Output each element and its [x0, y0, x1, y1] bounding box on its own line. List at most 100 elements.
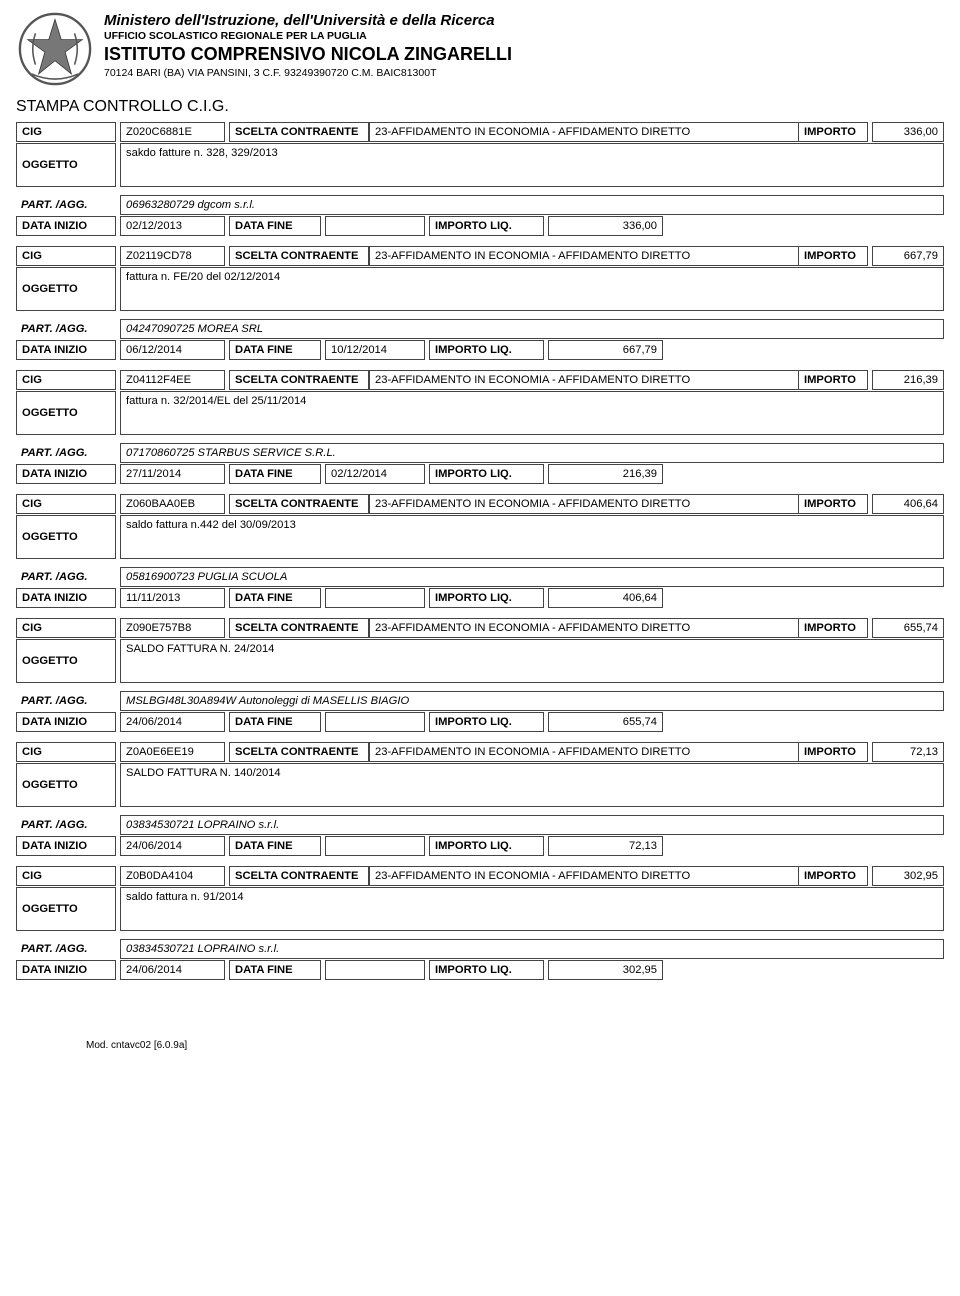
part-label: PART. /AGG.	[16, 319, 116, 339]
data-fine-label: DATA FINE	[229, 960, 321, 980]
data-inizio-label: DATA INIZIO	[16, 588, 116, 608]
oggetto-label: OGGETTO	[16, 267, 116, 311]
oggetto-value: sakdo fatture n. 328, 329/2013	[120, 143, 944, 187]
importo-liq-label: IMPORTO LIQ.	[429, 836, 544, 856]
part-label: PART. /AGG.	[16, 443, 116, 463]
importo-liq-value: 667,79	[548, 340, 663, 360]
oggetto-value: fattura n. FE/20 del 02/12/2014	[120, 267, 944, 311]
importo-liq-value: 302,95	[548, 960, 663, 980]
cig-value: Z02119CD78	[120, 246, 225, 266]
importo-label: IMPORTO	[798, 122, 868, 142]
part-label: PART. /AGG.	[16, 691, 116, 711]
scelta-value: 23-AFFIDAMENTO IN ECONOMIA - AFFIDAMENTO…	[369, 618, 799, 638]
part-value: 03834530721 LOPRAINO s.r.l.	[120, 815, 944, 835]
oggetto-value: saldo fattura n. 91/2014	[120, 887, 944, 931]
oggetto-value: SALDO FATTURA N. 24/2014	[120, 639, 944, 683]
data-inizio-label: DATA INIZIO	[16, 216, 116, 236]
data-fine-label: DATA FINE	[229, 464, 321, 484]
oggetto-label: OGGETTO	[16, 763, 116, 807]
importo-liq-label: IMPORTO LIQ.	[429, 340, 544, 360]
scelta-label: SCELTA CONTRAENTE	[229, 494, 369, 514]
data-fine-value: 10/12/2014	[325, 340, 425, 360]
institute-address: 70124 BARI (BA) VIA PANSINI, 3 C.F. 9324…	[104, 67, 944, 79]
data-inizio-value: 24/06/2014	[120, 836, 225, 856]
data-inizio-label: DATA INIZIO	[16, 836, 116, 856]
cig-label: CIG	[16, 370, 116, 390]
importo-value: 667,79	[872, 246, 944, 266]
oggetto-label: OGGETTO	[16, 391, 116, 435]
importo-liq-label: IMPORTO LIQ.	[429, 960, 544, 980]
cig-value: Z020C6881E	[120, 122, 225, 142]
importo-liq-value: 216,39	[548, 464, 663, 484]
cig-record: CIG Z0B0DA4104 SCELTA CONTRAENTE 23-AFFI…	[16, 866, 944, 980]
cig-label: CIG	[16, 618, 116, 638]
cig-record: CIG Z060BAA0EB SCELTA CONTRAENTE 23-AFFI…	[16, 494, 944, 608]
data-fine-value: 02/12/2014	[325, 464, 425, 484]
importo-label: IMPORTO	[798, 618, 868, 638]
importo-value: 655,74	[872, 618, 944, 638]
importo-label: IMPORTO	[798, 866, 868, 886]
ministry-title: Ministero dell'Istruzione, dell'Universi…	[104, 12, 944, 29]
data-inizio-value: 24/06/2014	[120, 712, 225, 732]
office-subtitle: UFFICIO SCOLASTICO REGIONALE PER LA PUGL…	[104, 30, 944, 42]
data-inizio-label: DATA INIZIO	[16, 960, 116, 980]
importo-liq-value: 406,64	[548, 588, 663, 608]
cig-record: CIG Z02119CD78 SCELTA CONTRAENTE 23-AFFI…	[16, 246, 944, 360]
scelta-value: 23-AFFIDAMENTO IN ECONOMIA - AFFIDAMENTO…	[369, 370, 799, 390]
importo-value: 72,13	[872, 742, 944, 762]
cig-value: Z060BAA0EB	[120, 494, 225, 514]
scelta-value: 23-AFFIDAMENTO IN ECONOMIA - AFFIDAMENTO…	[369, 866, 799, 886]
data-fine-label: DATA FINE	[229, 588, 321, 608]
part-value: 03834530721 LOPRAINO s.r.l.	[120, 939, 944, 959]
cig-label: CIG	[16, 494, 116, 514]
oggetto-value: SALDO FATTURA N. 140/2014	[120, 763, 944, 807]
cig-label: CIG	[16, 246, 116, 266]
importo-liq-label: IMPORTO LIQ.	[429, 216, 544, 236]
data-fine-label: DATA FINE	[229, 216, 321, 236]
part-label: PART. /AGG.	[16, 939, 116, 959]
importo-value: 336,00	[872, 122, 944, 142]
data-fine-value	[325, 216, 425, 236]
cig-value: Z04112F4EE	[120, 370, 225, 390]
data-inizio-label: DATA INIZIO	[16, 340, 116, 360]
cig-record: CIG Z04112F4EE SCELTA CONTRAENTE 23-AFFI…	[16, 370, 944, 484]
part-value: 07170860725 STARBUS SERVICE S.R.L.	[120, 443, 944, 463]
oggetto-value: saldo fattura n.442 del 30/09/2013	[120, 515, 944, 559]
importo-liq-label: IMPORTO LIQ.	[429, 712, 544, 732]
scelta-value: 23-AFFIDAMENTO IN ECONOMIA - AFFIDAMENTO…	[369, 742, 799, 762]
cig-label: CIG	[16, 866, 116, 886]
cig-value: Z0B0DA4104	[120, 866, 225, 886]
scelta-label: SCELTA CONTRAENTE	[229, 618, 369, 638]
oggetto-label: OGGETTO	[16, 515, 116, 559]
data-inizio-value: 27/11/2014	[120, 464, 225, 484]
scelta-value: 23-AFFIDAMENTO IN ECONOMIA - AFFIDAMENTO…	[369, 122, 799, 142]
footer-model: Mod. cntavc02 [6.0.9a]	[86, 1040, 944, 1051]
importo-value: 216,39	[872, 370, 944, 390]
oggetto-value: fattura n. 32/2014/EL del 25/11/2014	[120, 391, 944, 435]
importo-liq-label: IMPORTO LIQ.	[429, 588, 544, 608]
part-value: 04247090725 MOREA SRL	[120, 319, 944, 339]
importo-liq-value: 336,00	[548, 216, 663, 236]
importo-value: 302,95	[872, 866, 944, 886]
importo-label: IMPORTO	[798, 370, 868, 390]
importo-value: 406,64	[872, 494, 944, 514]
institute-title: ISTITUTO COMPRENSIVO NICOLA ZINGARELLI	[104, 44, 944, 65]
data-inizio-label: DATA INIZIO	[16, 464, 116, 484]
importo-label: IMPORTO	[798, 246, 868, 266]
data-inizio-label: DATA INIZIO	[16, 712, 116, 732]
oggetto-label: OGGETTO	[16, 143, 116, 187]
data-inizio-value: 02/12/2013	[120, 216, 225, 236]
data-fine-value	[325, 712, 425, 732]
scelta-label: SCELTA CONTRAENTE	[229, 866, 369, 886]
part-label: PART. /AGG.	[16, 195, 116, 215]
scelta-label: SCELTA CONTRAENTE	[229, 246, 369, 266]
section-title: STAMPA CONTROLLO C.I.G.	[16, 98, 944, 116]
oggetto-label: OGGETTO	[16, 639, 116, 683]
importo-label: IMPORTO	[798, 494, 868, 514]
cig-label: CIG	[16, 122, 116, 142]
data-fine-label: DATA FINE	[229, 836, 321, 856]
cig-record: CIG Z090E757B8 SCELTA CONTRAENTE 23-AFFI…	[16, 618, 944, 732]
data-fine-label: DATA FINE	[229, 712, 321, 732]
data-inizio-value: 11/11/2013	[120, 588, 225, 608]
oggetto-label: OGGETTO	[16, 887, 116, 931]
